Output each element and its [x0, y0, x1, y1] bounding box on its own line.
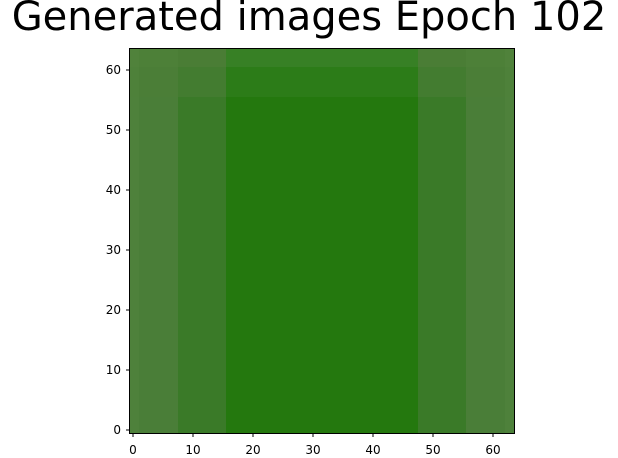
heatmap-edge-column: [130, 49, 139, 433]
heatmap-cell: [418, 49, 467, 68]
heatmap-cell: [226, 67, 419, 98]
y-axis: 0 10 20 30 40 50 60: [106, 63, 130, 437]
heatmap-cell: [418, 67, 467, 98]
heatmap-cell: [178, 97, 227, 434]
heatmap-cell: [130, 97, 179, 434]
y-tick-label: 40: [106, 183, 121, 197]
y-tick-label: 20: [106, 303, 121, 317]
chart-title: Generated images Epoch 102: [12, 0, 607, 40]
x-tick-label: 10: [185, 443, 200, 457]
heatmap-cell: [130, 49, 179, 68]
y-tick-label: 30: [106, 243, 121, 257]
heatmap-cell: [466, 49, 515, 68]
x-tick-label: 60: [485, 443, 500, 457]
plot-area: [129, 48, 515, 434]
x-tick-label: 0: [129, 443, 137, 457]
axes-frame: [129, 48, 515, 434]
heatmap-cell: [226, 97, 419, 434]
heatmap-cell: [418, 97, 467, 434]
x-tick-label: 30: [305, 443, 320, 457]
heatmap-cell: [466, 97, 515, 434]
x-tick-label: 50: [425, 443, 440, 457]
x-tick-label: 40: [365, 443, 380, 457]
y-tick-label: 60: [106, 63, 121, 77]
y-tick-label: 0: [113, 423, 121, 437]
heatmap-cell: [130, 67, 179, 98]
y-tick-label: 50: [106, 123, 121, 137]
heatmap-cell: [466, 67, 515, 98]
heatmap-cell: [226, 49, 419, 68]
heatmap-cell: [178, 67, 227, 98]
x-tick-label: 20: [245, 443, 260, 457]
heatmap-image: [130, 49, 515, 434]
heatmap-edge-column: [505, 49, 514, 433]
y-tick-label: 10: [106, 363, 121, 377]
heatmap-cell: [178, 49, 227, 68]
x-axis: 0 10 20 30 40 50 60: [129, 433, 501, 457]
